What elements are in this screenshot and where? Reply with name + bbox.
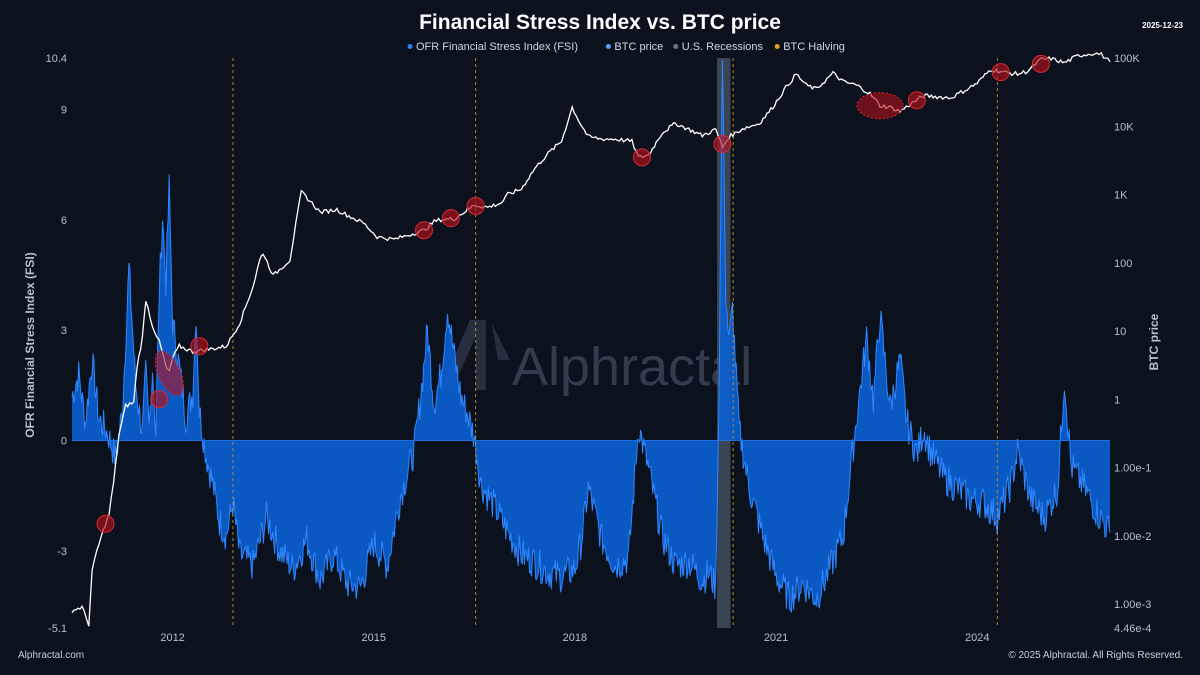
legend-label-3: BTC Halving xyxy=(783,41,845,53)
highlight-point-9 xyxy=(991,63,1010,82)
x-tick-label: 2024 xyxy=(965,632,989,644)
legend-marker-0 xyxy=(407,44,413,49)
left-tick-label: 9 xyxy=(61,104,67,116)
right-tick-label: 10 xyxy=(1114,326,1126,338)
left-tick-label: 0 xyxy=(61,435,67,447)
watermark-text: Alphractal xyxy=(512,337,752,397)
highlight-point-6 xyxy=(632,148,651,167)
highlight-point-8 xyxy=(907,91,926,110)
x-tick-label: 2012 xyxy=(160,632,184,644)
right-tick-label: 1.00e-3 xyxy=(1114,599,1151,611)
x-axis: 2012 2015 2018 2021 2024 xyxy=(160,632,989,644)
legend-label-1: BTC price xyxy=(614,41,663,53)
x-tick-label: 2021 xyxy=(764,632,788,644)
left-tick-label: -5.1 xyxy=(48,623,67,635)
x-tick-label: 2015 xyxy=(362,632,386,644)
watermark: Alphractal xyxy=(440,320,752,397)
legend-marker-2 xyxy=(673,44,679,49)
right-tick-label: 10K xyxy=(1114,121,1134,133)
highlight-point-4 xyxy=(441,209,460,228)
right-tick-label: 100K xyxy=(1114,53,1140,65)
left-tick-label: 3 xyxy=(61,325,67,337)
left-tick-label: 10.4 xyxy=(46,53,67,65)
right-tick-label: 1 xyxy=(1114,394,1120,406)
right-tick-label: 1.00e-2 xyxy=(1114,531,1151,543)
highlight-ellipse-1 xyxy=(856,92,904,120)
date-label: 2025-12-23 xyxy=(1142,21,1183,30)
highlight-point-7 xyxy=(713,134,732,153)
highlight-point-5 xyxy=(466,196,485,215)
fsi-area-fill xyxy=(72,60,1110,613)
highlight-point-3 xyxy=(415,221,434,240)
btc-line xyxy=(71,51,1111,627)
halvings xyxy=(232,58,998,628)
left-tick-label: -3 xyxy=(57,546,67,558)
y-axis-right-title: BTC price xyxy=(1147,313,1161,370)
legend-marker-1 xyxy=(605,44,611,49)
right-tick-label: 4.46e-4 xyxy=(1114,623,1151,635)
right-tick-label: 100 xyxy=(1114,258,1132,270)
x-tick-label: 2018 xyxy=(563,632,587,644)
fsi-area xyxy=(71,60,1111,613)
highlight-markers xyxy=(96,54,1050,533)
highlight-point-10 xyxy=(1031,54,1050,73)
left-axis: 10.4 9 6 3 0 -3 -5.1 xyxy=(46,53,67,635)
highlight-point-2 xyxy=(190,337,209,356)
footer-left: Alphractal.com xyxy=(18,650,84,661)
y-axis-left-title: OFR Financial Stress Index (FSI) xyxy=(23,252,37,437)
fsi-line xyxy=(71,60,1111,613)
highlight-point-1 xyxy=(150,390,169,409)
legend-label-2: U.S. Recessions xyxy=(682,41,764,53)
btc-price-line xyxy=(71,51,1111,627)
highlight-point-0 xyxy=(96,514,115,533)
right-axis: 100K 10K 1K 100 10 1 1.00e-1 1.00e-2 1.00e-3 4.46… xyxy=(1114,53,1151,635)
right-tick-label: 1.00e-1 xyxy=(1114,463,1151,475)
highlight-ellipse-0 xyxy=(154,350,184,397)
chart-title: Financial Stress Index vs. BTC price xyxy=(419,11,781,34)
legend: OFR Financial Stress Index (FSI) BTC pric… xyxy=(407,41,845,53)
left-tick-label: 6 xyxy=(61,215,67,227)
footer-right: © 2025 Alphractal. All Rights Reserved. xyxy=(1008,650,1183,661)
legend-label-0: OFR Financial Stress Index (FSI) xyxy=(416,41,578,53)
legend-marker-3 xyxy=(774,44,780,49)
right-tick-label: 1K xyxy=(1114,190,1128,202)
